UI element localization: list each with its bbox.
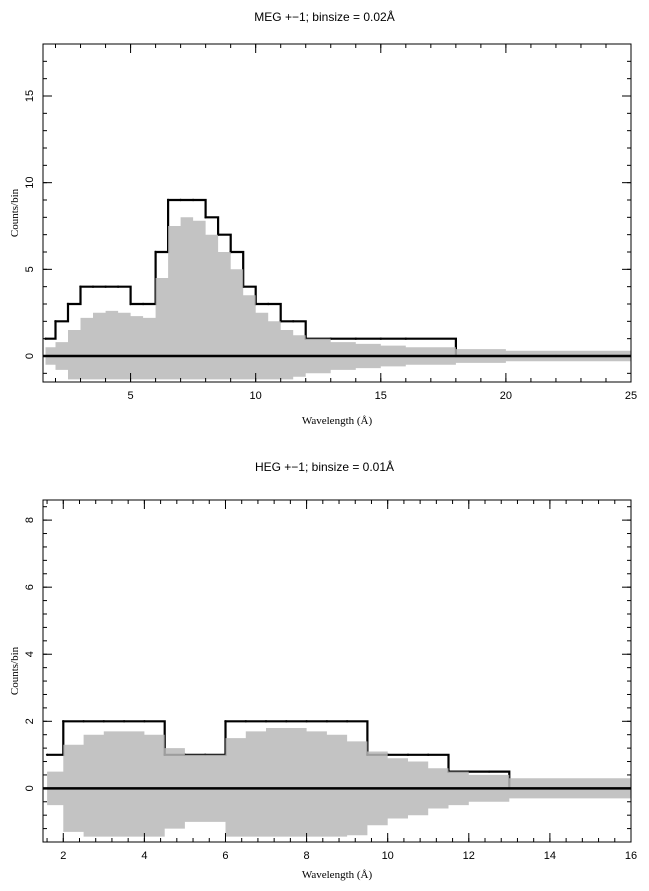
y-axis-label: Counts/bin: [9, 646, 21, 695]
y-axis-label: Counts/bin: [9, 188, 21, 237]
data-point: [129, 302, 132, 306]
heg-chart: 2 4 6 8 10 12 14 16 0 2 4 6 8 Wavelength (Å) Counts/bi…: [9, 499, 637, 881]
plot-area: [43, 720, 631, 837]
plot-area: [43, 198, 631, 380]
x-axis-label: Wavelength (Å): [302, 415, 373, 427]
x-tick-label: 20: [500, 390, 512, 402]
plot-frame: [42, 499, 632, 843]
data-point: [404, 337, 407, 340]
data-point: [292, 320, 295, 323]
x-tick-label: 8: [304, 850, 310, 862]
data-point: [305, 720, 308, 723]
data-point: [244, 720, 247, 723]
data-point: [487, 770, 491, 773]
y-tick-label: 0: [24, 353, 36, 359]
meg-panel: MEG +−1; binsize = 0.02Å 5 10 15 20 25 0 5 10 15…: [0, 0, 649, 440]
y-tick-label: 6: [24, 584, 36, 590]
y-tick-label: 15: [24, 90, 36, 102]
data-point: [143, 720, 146, 723]
data-point: [191, 198, 195, 202]
y-tick-label: 10: [24, 177, 36, 189]
x-tick-label: 12: [463, 850, 475, 862]
model-band: [47, 728, 631, 837]
data-point: [345, 720, 349, 723]
data-point: [354, 337, 357, 340]
data-point: [325, 720, 329, 723]
data-point: [54, 320, 57, 323]
data-point: [62, 720, 65, 723]
x-tick-label: 25: [625, 390, 637, 402]
data-point: [406, 753, 410, 756]
data-point: [264, 720, 268, 723]
meg-chart: 5 10 15 20 25 0 5 10 15 Wavelength (Å) Counts/bin: [9, 43, 637, 427]
y-tick-label: 2: [24, 718, 36, 724]
y-tick-label: 5: [24, 266, 36, 272]
x-tick-label: 16: [625, 850, 637, 862]
y-tick-label: 4: [24, 651, 36, 657]
plot-frame: [42, 43, 632, 383]
data-point: [116, 285, 120, 288]
x-tick-label: 14: [544, 850, 556, 862]
x-tick-label: 2: [60, 850, 66, 862]
data-point: [79, 285, 82, 288]
data-point: [204, 216, 207, 219]
data-point: [82, 720, 85, 723]
model-band: [45, 217, 631, 380]
data-point: [104, 285, 107, 288]
data-point: [45, 753, 49, 756]
x-tick-label: 10: [382, 850, 394, 862]
data-point: [179, 198, 182, 202]
data-point: [267, 302, 270, 306]
data-point: [224, 720, 227, 723]
heg-chart-title: HEG +−1; binsize = 0.01Å: [254, 460, 395, 474]
data-point: [379, 337, 382, 340]
data-point: [285, 720, 288, 723]
y-tick-label: 0: [24, 785, 36, 791]
data-point: [427, 753, 430, 756]
x-tick-label: 5: [128, 390, 134, 402]
x-axis-label: Wavelength (Å): [302, 869, 373, 881]
x-tick-label: 15: [375, 390, 387, 402]
x-tick-label: 6: [222, 850, 228, 862]
data-point: [154, 250, 157, 254]
data-point: [91, 285, 95, 288]
data-point: [141, 302, 145, 306]
data-point: [166, 198, 170, 202]
heg-panel: HEG +−1; binsize = 0.01Å 2 4 6 8 10 12 14 16 0 2 4…: [0, 445, 649, 891]
y-tick-label: 8: [24, 517, 36, 523]
meg-chart-title: MEG +−1; binsize = 0.02Å: [254, 10, 395, 24]
data-point: [102, 720, 106, 723]
data-point: [66, 302, 70, 306]
x-tick-label: 10: [250, 390, 262, 402]
x-tick-label: 4: [141, 850, 147, 862]
data-point: [122, 720, 126, 723]
